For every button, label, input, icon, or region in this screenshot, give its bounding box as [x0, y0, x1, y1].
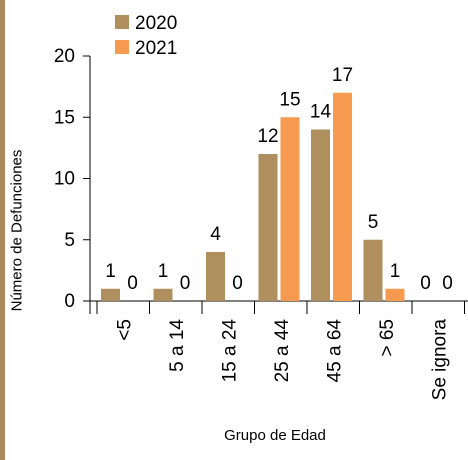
y-tick-label: 10 — [54, 169, 75, 190]
data-label: 0 — [127, 273, 138, 294]
data-label: 12 — [257, 126, 278, 147]
x-tick-label: > 65 — [377, 319, 398, 357]
bar-2020-3 — [259, 154, 278, 301]
bar-2020-0 — [101, 289, 120, 301]
bar-2020-2 — [206, 252, 225, 301]
legend-label: 2020 — [135, 13, 177, 34]
bar-2021-3 — [281, 117, 300, 301]
data-label: 5 — [368, 212, 379, 233]
legend-label: 2021 — [135, 38, 177, 59]
bar-2020-1 — [154, 289, 173, 301]
x-tick-label: <5 — [114, 319, 135, 341]
legend-swatch-2020 — [115, 15, 129, 29]
data-label: 1 — [105, 261, 116, 282]
y-tick-label: 5 — [64, 230, 75, 251]
data-label: 0 — [420, 273, 431, 294]
bar-2021-5 — [386, 289, 405, 301]
data-label: 14 — [310, 102, 332, 123]
bar-2021-4 — [333, 93, 352, 301]
data-label: 0 — [442, 273, 453, 294]
y-tick-label: 0 — [64, 291, 75, 312]
x-tick-label: Se ignora — [429, 319, 450, 401]
x-tick-label: 25 a 44 — [272, 319, 293, 383]
data-label: 0 — [180, 273, 191, 294]
y-tick-label: 20 — [54, 46, 75, 67]
data-label: 17 — [332, 65, 353, 86]
data-label: 0 — [232, 273, 243, 294]
bar-2020-5 — [364, 240, 383, 301]
x-axis-label: Grupo de Edad — [100, 427, 450, 444]
data-label: 4 — [210, 224, 221, 245]
x-tick-label: 5 a 14 — [167, 319, 188, 372]
data-label: 15 — [279, 89, 300, 110]
data-label: 1 — [158, 261, 169, 282]
x-tick-label: 45 a 64 — [324, 319, 345, 383]
y-tick-label: 15 — [54, 107, 75, 128]
data-label: 1 — [390, 261, 401, 282]
x-tick-label: 15 a 24 — [219, 319, 240, 383]
legend-swatch-2021 — [115, 40, 129, 54]
bar-2020-4 — [311, 130, 330, 302]
